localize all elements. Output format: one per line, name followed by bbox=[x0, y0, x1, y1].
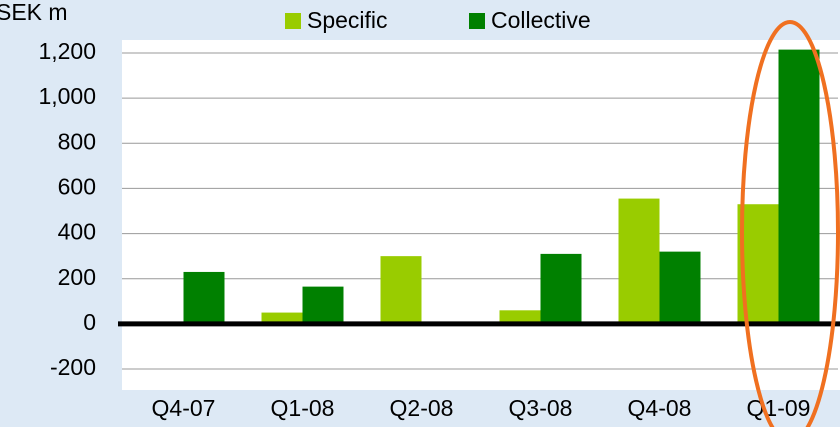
legend-swatch bbox=[469, 13, 485, 29]
x-tick-label: Q4-07 bbox=[152, 395, 216, 421]
bar bbox=[778, 49, 820, 324]
x-tick-label: Q4-08 bbox=[628, 395, 692, 421]
highlight-ellipse bbox=[740, 20, 840, 427]
y-tick-label: 200 bbox=[58, 264, 96, 290]
bar bbox=[540, 253, 582, 324]
bar bbox=[659, 251, 701, 324]
bar bbox=[183, 271, 225, 324]
x-tick-label: Q2-08 bbox=[390, 395, 454, 421]
legend-label: Specific bbox=[307, 7, 388, 33]
y-tick-label: 0 bbox=[83, 309, 96, 335]
x-tick-label: Q1-08 bbox=[271, 395, 335, 421]
legend-label: Collective bbox=[491, 7, 591, 33]
y-tick-label: 400 bbox=[58, 219, 96, 245]
x-tick-label: Q1-09 bbox=[747, 395, 811, 421]
y-tick-label: -200 bbox=[50, 354, 96, 380]
y-tick-label: 1,200 bbox=[38, 38, 96, 64]
bar bbox=[618, 198, 660, 324]
y-tick-label: 1,000 bbox=[38, 83, 96, 109]
legend: Specific Collective bbox=[285, 7, 591, 33]
y-tick-label: 600 bbox=[58, 174, 96, 200]
bar bbox=[302, 286, 344, 324]
y-tick-label: 800 bbox=[58, 128, 96, 154]
plot-area bbox=[122, 40, 840, 390]
bar bbox=[261, 312, 303, 324]
axis-label: SEK m bbox=[0, 0, 68, 25]
bar bbox=[499, 310, 541, 324]
legend-swatch bbox=[285, 13, 301, 29]
x-tick-label: Q3-08 bbox=[509, 395, 573, 421]
bar bbox=[380, 256, 422, 324]
